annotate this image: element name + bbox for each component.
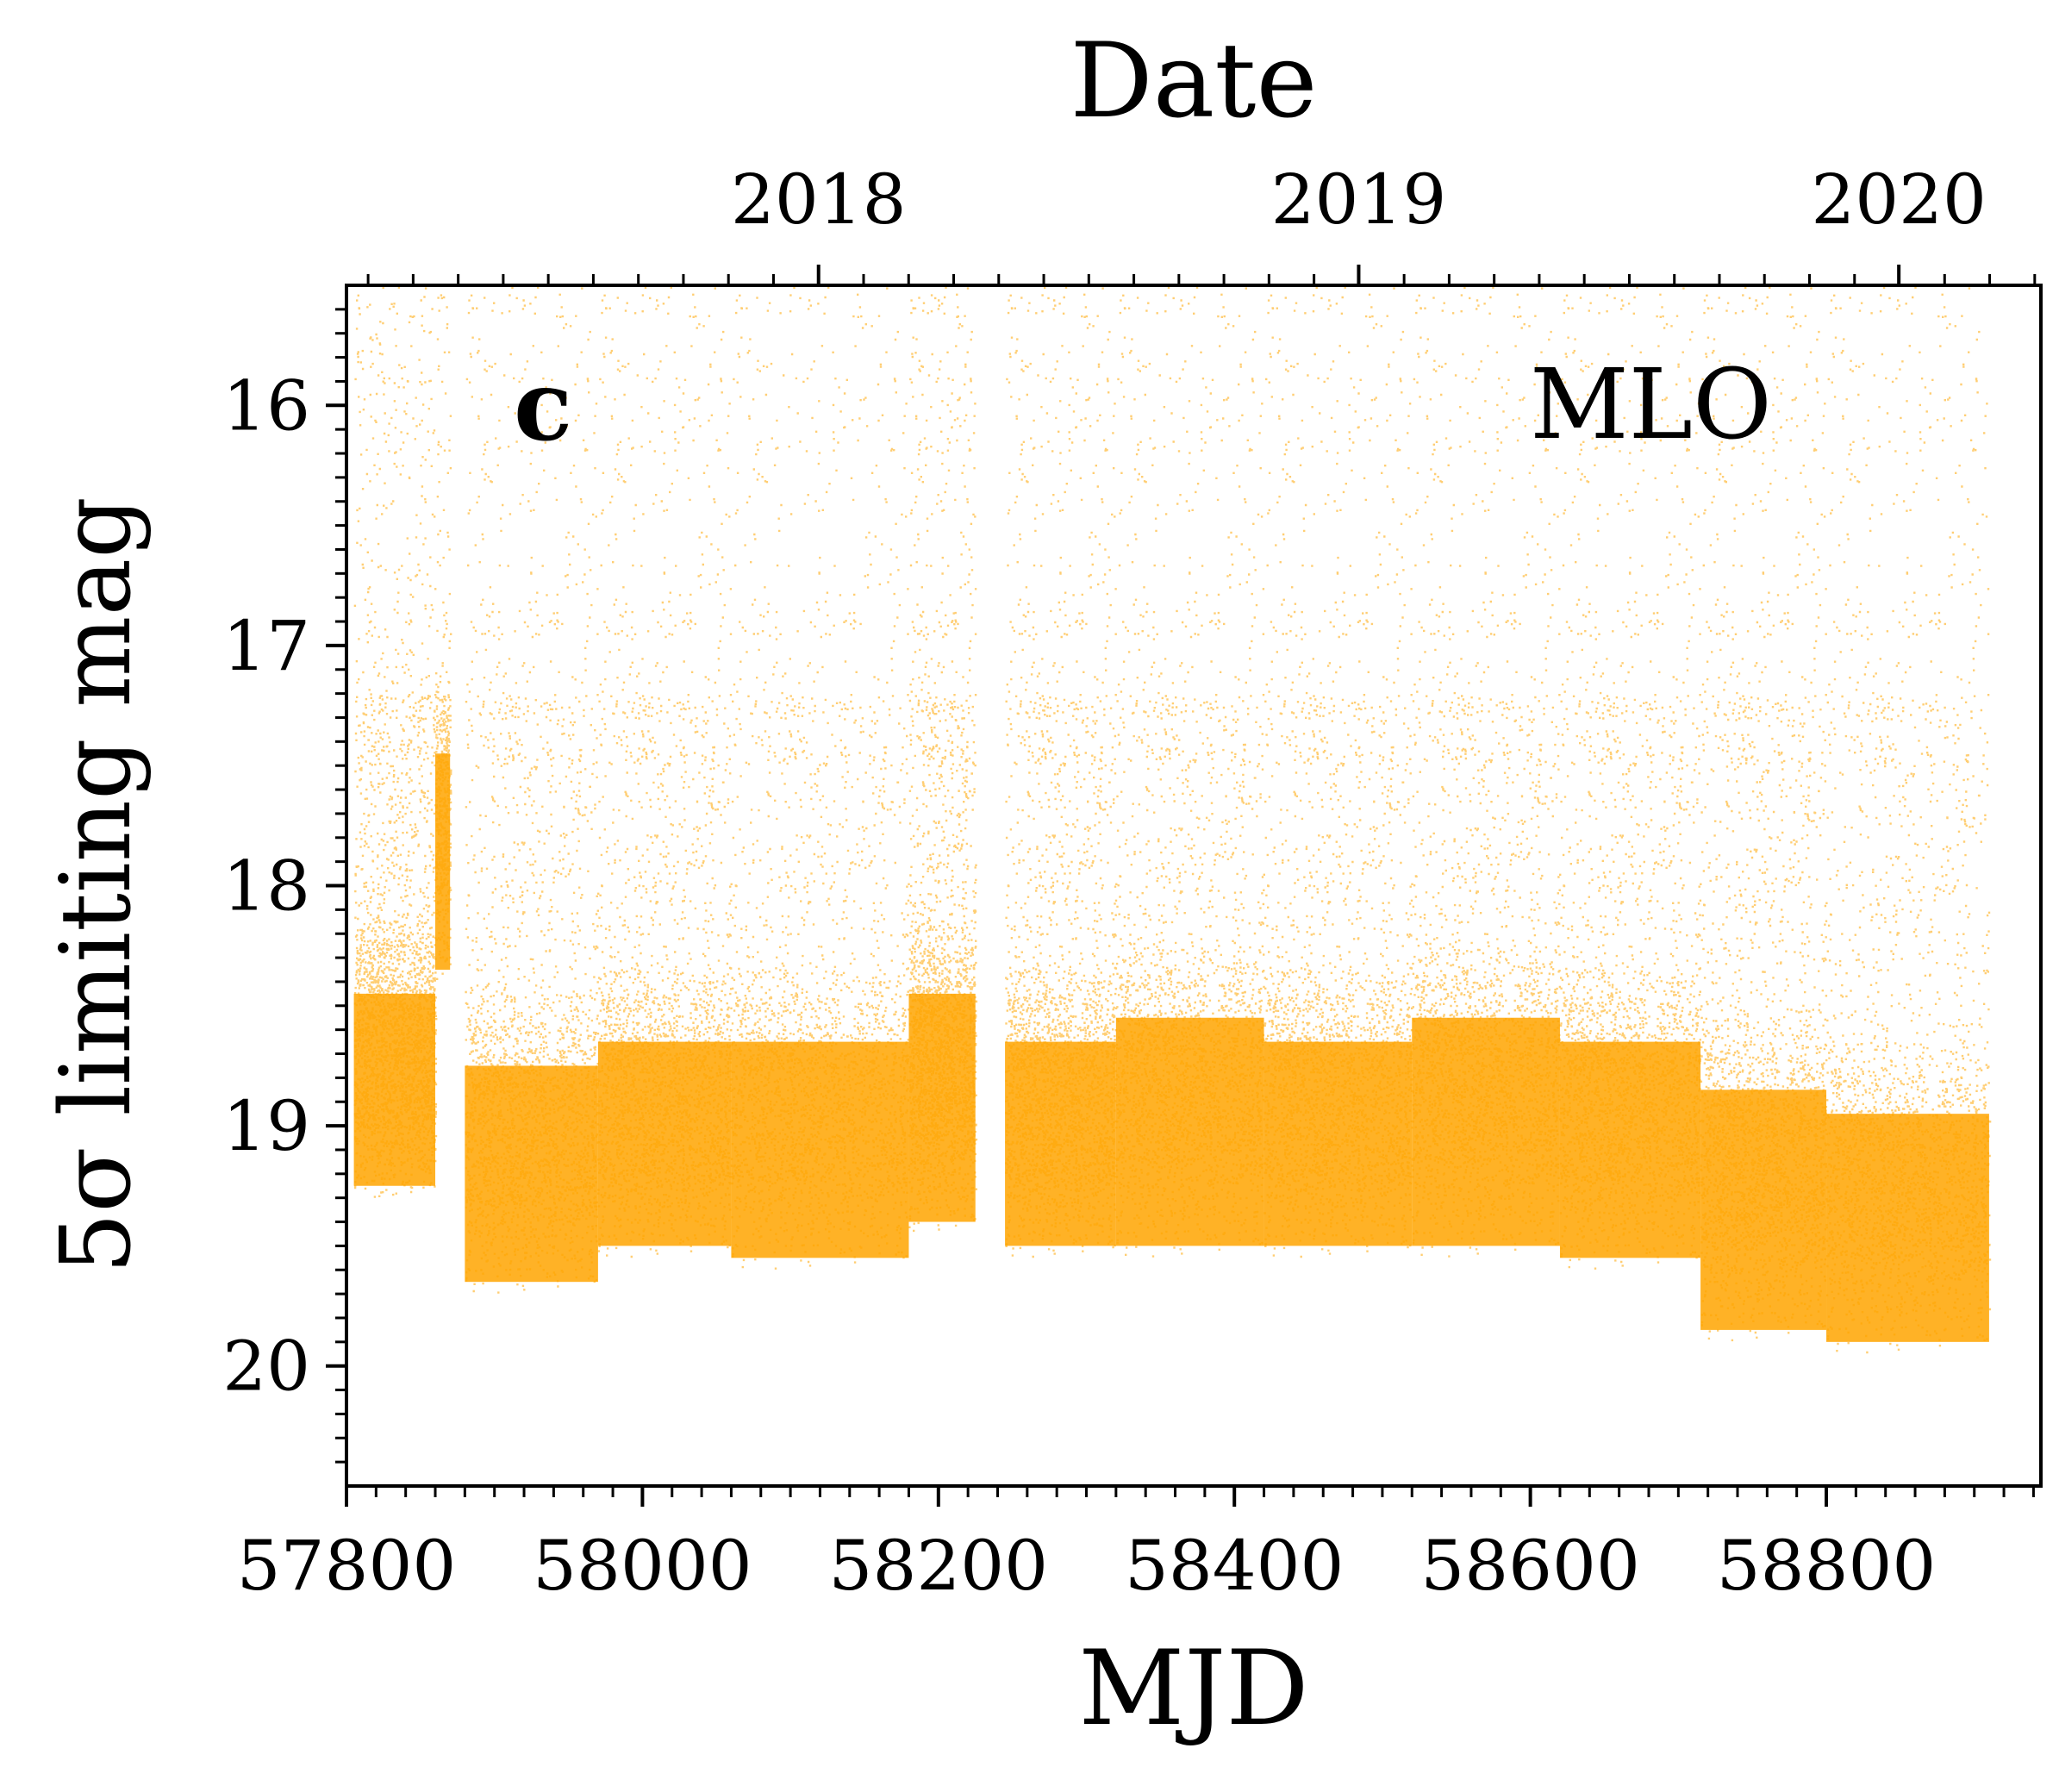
- x-tick-label: 58400: [1125, 1526, 1345, 1606]
- x-tick-label: 57800: [237, 1526, 457, 1606]
- y-axis-label: 5σ limiting mag: [41, 496, 153, 1274]
- dense-band-3: [597, 1041, 732, 1246]
- y-tick-label: 16: [222, 365, 310, 446]
- x-tick-label: 58000: [533, 1526, 752, 1606]
- y-tick-label: 19: [222, 1086, 310, 1166]
- dense-band-8: [1263, 1041, 1413, 1246]
- x-axis-label: MJD: [1078, 1629, 1308, 1749]
- top-tick-label: 2018: [731, 159, 907, 240]
- x-tick-label: 58800: [1717, 1526, 1937, 1606]
- dense-band-6: [1005, 1041, 1116, 1246]
- tick-marks: [326, 265, 2037, 1507]
- y-tick-label: 20: [222, 1327, 310, 1407]
- top-tick-label: 2020: [1811, 159, 1987, 240]
- top-axis-label: Date: [1070, 22, 1318, 141]
- y-tick-label: 18: [222, 846, 310, 927]
- data-points: [353, 286, 1992, 1354]
- x-tick-label: 58600: [1420, 1526, 1640, 1606]
- scatter-points: [353, 286, 1992, 1354]
- tick-labels: 57800 58000 58200 58400 58600 58800 16 17 18 19 20…: [222, 159, 1987, 1606]
- site-label: MLO: [1530, 349, 1772, 461]
- panel-label: c: [514, 350, 572, 463]
- x-tick-label: 58200: [829, 1526, 1049, 1606]
- y-tick-label: 17: [222, 606, 310, 686]
- top-tick-label: 2019: [1271, 159, 1447, 240]
